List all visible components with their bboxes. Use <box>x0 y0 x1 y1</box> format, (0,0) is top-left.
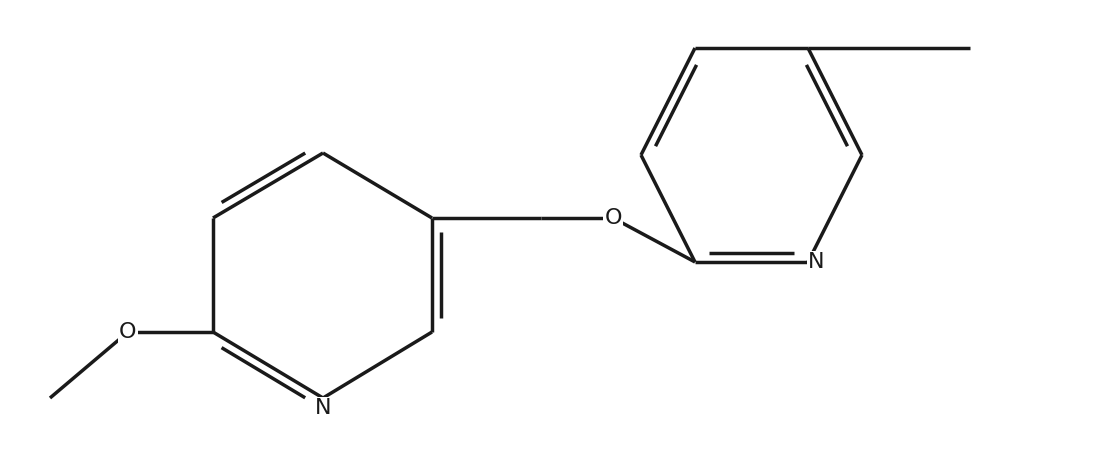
Text: N: N <box>808 252 824 272</box>
Text: O: O <box>119 322 137 342</box>
Text: N: N <box>315 398 332 418</box>
Text: O: O <box>604 208 622 228</box>
